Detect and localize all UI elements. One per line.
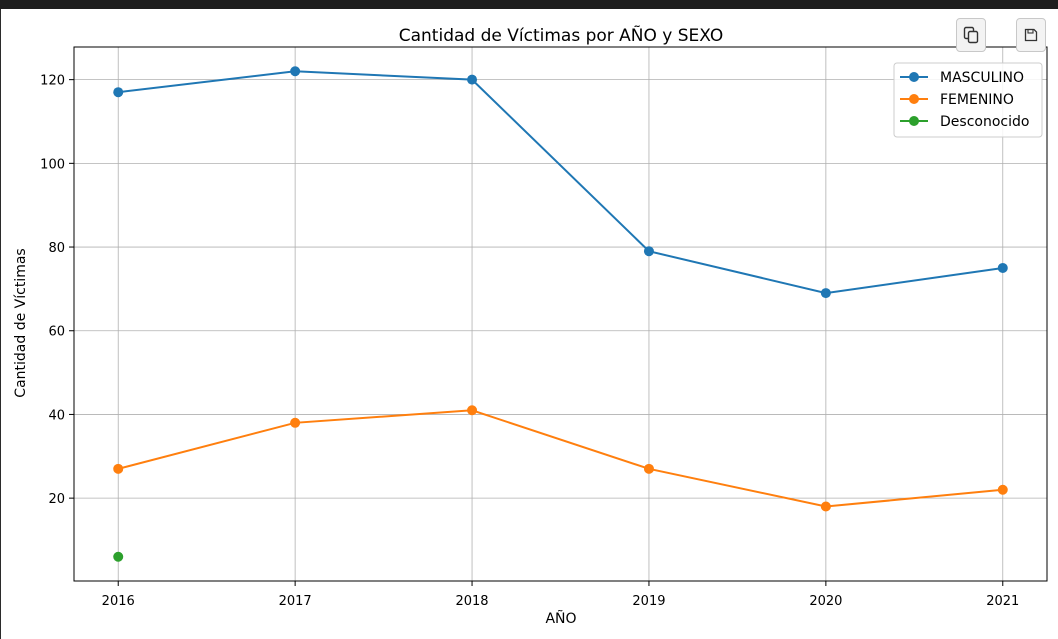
y-tick-label: 60 — [48, 325, 65, 340]
copy-output-button[interactable] — [956, 18, 986, 52]
x-axis-label: AÑO — [545, 610, 576, 627]
x-tick-label: 2021 — [986, 594, 1019, 609]
output-cell: 2016 2017 2018 2019 2020 2021 20 40 60 80 100 120 C… — [0, 9, 1058, 639]
legend-label-desconocido: Desconocido — [940, 114, 1029, 130]
data-point-desconocido — [113, 551, 124, 562]
y-tick-label: 100 — [40, 157, 65, 172]
y-tick-label: 120 — [40, 74, 65, 89]
x-tick-label: 2018 — [455, 594, 488, 609]
legend-marker-desconocido — [909, 116, 919, 126]
data-point-femenino — [820, 501, 831, 512]
series-layer — [113, 66, 1008, 562]
data-point-femenino — [290, 417, 301, 428]
y-tick-label: 40 — [48, 408, 65, 423]
data-point-masculino — [997, 262, 1008, 273]
legend-box — [893, 62, 1043, 138]
x-tick-label: 2020 — [809, 594, 842, 609]
plot-frame — [73, 46, 1048, 582]
legend-label-masculino: MASCULINO — [940, 70, 1024, 86]
data-point-masculino — [643, 246, 654, 257]
data-point-femenino — [113, 463, 124, 474]
x-tick-label: 2017 — [279, 594, 312, 609]
series-line-femenino — [117, 409, 1003, 508]
x-tick-label: 2019 — [632, 594, 665, 609]
y-tick-label: 20 — [48, 492, 65, 507]
y-axis-label: Cantidad de Víctimas — [13, 248, 29, 397]
data-point-femenino — [643, 463, 654, 474]
y-tick-label: 80 — [48, 241, 65, 256]
data-point-masculino — [467, 74, 478, 85]
legend-marker-masculino — [909, 72, 919, 82]
x-tick-label: 2016 — [102, 594, 135, 609]
copy-icon — [963, 26, 979, 44]
ticks: 2016 2017 2018 2019 2020 2021 20 40 60 80 100 120 — [40, 74, 1019, 609]
data-point-masculino — [290, 66, 301, 77]
data-point-masculino — [820, 288, 831, 299]
series-line-masculino — [118, 70, 1003, 295]
save-output-button[interactable] — [1016, 18, 1046, 52]
chart-title: Cantidad de Víctimas por AÑO y SEXO — [399, 24, 724, 46]
data-point-masculino — [113, 87, 124, 98]
line-chart: 2016 2017 2018 2019 2020 2021 20 40 60 80 100 120 C… — [13, 24, 1048, 627]
data-point-femenino — [997, 484, 1008, 495]
data-point-femenino — [467, 405, 478, 416]
floppy-disk-icon — [1024, 28, 1038, 42]
legend-label-femenino: FEMENINO — [940, 92, 1014, 108]
legend-marker-femenino — [909, 94, 919, 104]
legend: MASCULINO FEMENINO Desconocido — [893, 62, 1043, 138]
